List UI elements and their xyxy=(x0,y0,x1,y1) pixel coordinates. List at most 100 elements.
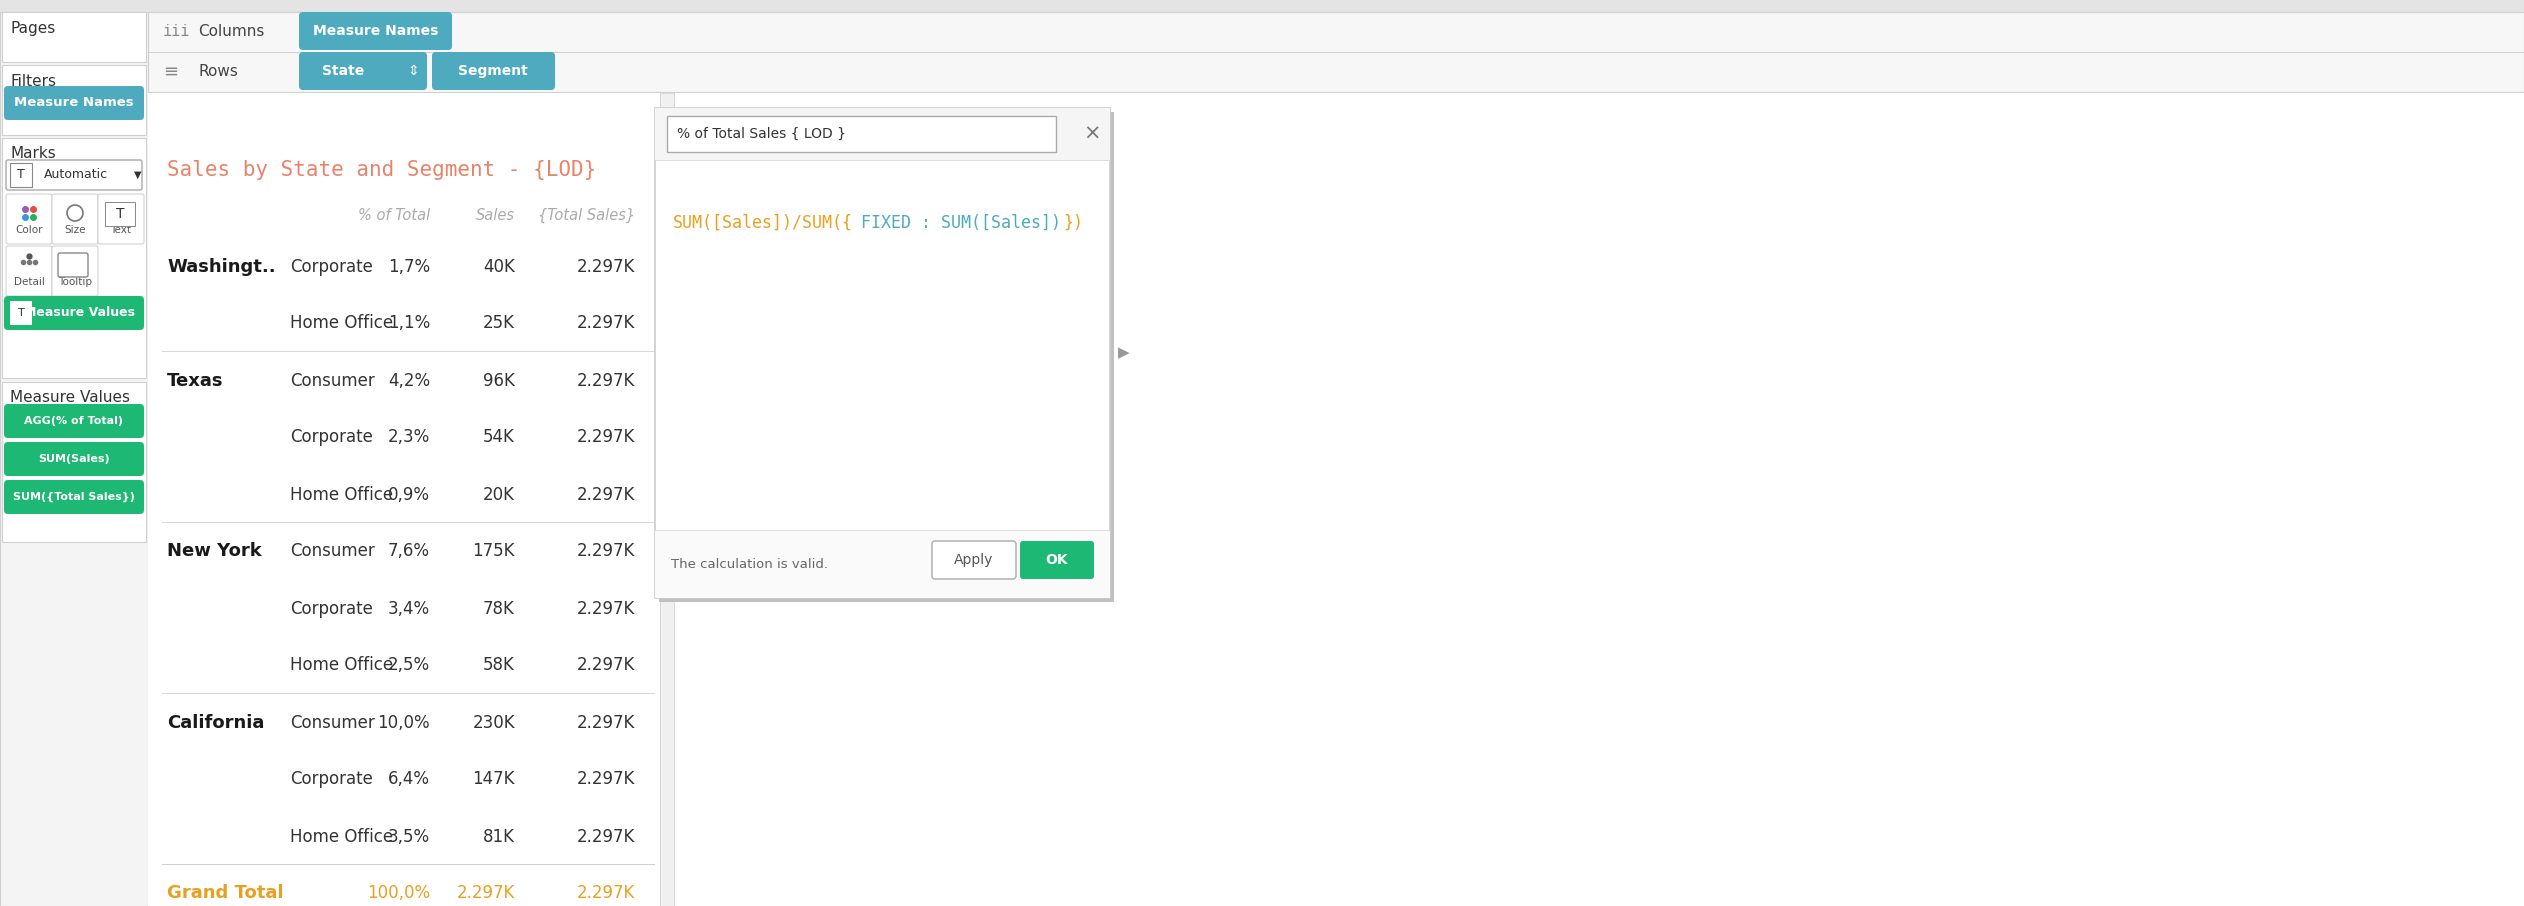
Text: 78K: 78K xyxy=(482,600,515,618)
Text: California: California xyxy=(167,714,265,731)
Text: The calculation is valid.: The calculation is valid. xyxy=(671,557,828,571)
Text: Corporate: Corporate xyxy=(290,600,374,618)
Text: 54K: 54K xyxy=(482,429,515,447)
Text: OK: OK xyxy=(1045,553,1068,567)
Text: AGG(% of Total): AGG(% of Total) xyxy=(25,416,124,426)
FancyBboxPatch shape xyxy=(5,160,141,190)
FancyBboxPatch shape xyxy=(5,442,144,476)
Text: FIXED : SUM([Sales]): FIXED : SUM([Sales]) xyxy=(851,214,1060,232)
Bar xyxy=(149,12,2524,13)
Text: Washingt..: Washingt.. xyxy=(167,257,275,275)
Text: Corporate: Corporate xyxy=(290,429,374,447)
Text: 25K: 25K xyxy=(482,314,515,333)
FancyBboxPatch shape xyxy=(432,52,555,90)
Text: 2.297K: 2.297K xyxy=(457,884,515,902)
Text: 2.297K: 2.297K xyxy=(575,770,636,788)
FancyBboxPatch shape xyxy=(298,12,452,50)
FancyBboxPatch shape xyxy=(106,202,134,226)
Bar xyxy=(3,382,146,542)
FancyBboxPatch shape xyxy=(666,116,1055,152)
Text: T: T xyxy=(18,169,25,181)
Bar xyxy=(162,351,656,352)
Text: 100,0%: 100,0% xyxy=(366,884,429,902)
Text: 3,5%: 3,5% xyxy=(389,827,429,845)
Text: New York: New York xyxy=(167,543,262,561)
Text: 96K: 96K xyxy=(482,371,515,390)
Bar xyxy=(656,530,1111,598)
Text: Measure Names: Measure Names xyxy=(313,24,439,38)
Bar xyxy=(149,52,2524,53)
Text: Corporate: Corporate xyxy=(290,257,374,275)
Text: 230K: 230K xyxy=(472,714,515,731)
Bar xyxy=(162,864,656,865)
FancyBboxPatch shape xyxy=(931,541,1017,579)
Text: ▼: ▼ xyxy=(134,170,141,180)
FancyBboxPatch shape xyxy=(58,253,88,277)
Text: 2.297K: 2.297K xyxy=(575,657,636,674)
Text: {Total Sales}: {Total Sales} xyxy=(538,208,636,223)
Text: 2.297K: 2.297K xyxy=(575,884,636,902)
Text: SUM([Sales])/SUM({: SUM([Sales])/SUM({ xyxy=(674,214,853,232)
Text: T: T xyxy=(116,207,124,221)
Text: Apply: Apply xyxy=(954,553,994,567)
Text: Filters: Filters xyxy=(10,73,56,89)
Text: 20K: 20K xyxy=(482,486,515,504)
Bar xyxy=(149,92,2524,906)
Text: ▶: ▶ xyxy=(1118,345,1131,361)
Text: 6,4%: 6,4% xyxy=(389,770,429,788)
Text: }): }) xyxy=(1063,214,1083,232)
Text: SUM({Total Sales}): SUM({Total Sales}) xyxy=(13,492,134,502)
Text: Sales by State and Segment - {LOD}: Sales by State and Segment - {LOD} xyxy=(167,160,596,180)
Text: Measure Values: Measure Values xyxy=(10,390,131,406)
Bar xyxy=(659,112,1113,602)
Bar xyxy=(659,93,674,906)
Text: 2.297K: 2.297K xyxy=(575,714,636,731)
Text: Home Office: Home Office xyxy=(290,827,394,845)
Bar xyxy=(162,522,656,523)
Text: 1,7%: 1,7% xyxy=(389,257,429,275)
Text: Measure Names: Measure Names xyxy=(15,97,134,110)
Bar xyxy=(149,92,2524,93)
Text: Home Office: Home Office xyxy=(290,486,394,504)
Text: Marks: Marks xyxy=(10,147,56,161)
Bar xyxy=(162,693,656,694)
Bar xyxy=(656,530,1111,531)
FancyBboxPatch shape xyxy=(1020,541,1093,579)
Text: State: State xyxy=(323,64,363,78)
Text: Home Office: Home Office xyxy=(290,657,394,674)
FancyBboxPatch shape xyxy=(98,194,144,244)
Text: 0,9%: 0,9% xyxy=(389,486,429,504)
Text: 2.297K: 2.297K xyxy=(575,371,636,390)
Text: 2.297K: 2.297K xyxy=(575,429,636,447)
Text: 40K: 40K xyxy=(482,257,515,275)
Text: Consumer: Consumer xyxy=(290,371,374,390)
Text: Color: Color xyxy=(15,225,43,235)
Text: 10,0%: 10,0% xyxy=(379,714,429,731)
Text: 58K: 58K xyxy=(482,657,515,674)
Text: 2,3%: 2,3% xyxy=(389,429,429,447)
Text: 4,2%: 4,2% xyxy=(389,371,429,390)
Bar xyxy=(0,0,2524,12)
Bar xyxy=(656,160,1111,161)
Bar xyxy=(656,530,1111,531)
Text: 2,5%: 2,5% xyxy=(389,657,429,674)
Text: 2.297K: 2.297K xyxy=(575,543,636,561)
Text: Texas: Texas xyxy=(167,371,225,390)
Bar xyxy=(149,12,2524,92)
Text: % of Total: % of Total xyxy=(358,208,429,223)
Text: Tooltip: Tooltip xyxy=(58,277,91,287)
Text: 2.297K: 2.297K xyxy=(575,257,636,275)
Text: 2.297K: 2.297K xyxy=(575,314,636,333)
FancyBboxPatch shape xyxy=(5,246,53,296)
Text: 2.297K: 2.297K xyxy=(575,600,636,618)
Text: Rows: Rows xyxy=(197,64,237,80)
Text: 2.297K: 2.297K xyxy=(575,827,636,845)
Bar xyxy=(3,65,146,135)
Bar xyxy=(3,12,146,62)
Text: 147K: 147K xyxy=(472,770,515,788)
Text: 2.297K: 2.297K xyxy=(575,486,636,504)
FancyBboxPatch shape xyxy=(5,86,144,120)
FancyBboxPatch shape xyxy=(53,246,98,296)
FancyBboxPatch shape xyxy=(10,301,33,325)
Bar xyxy=(656,108,1111,160)
